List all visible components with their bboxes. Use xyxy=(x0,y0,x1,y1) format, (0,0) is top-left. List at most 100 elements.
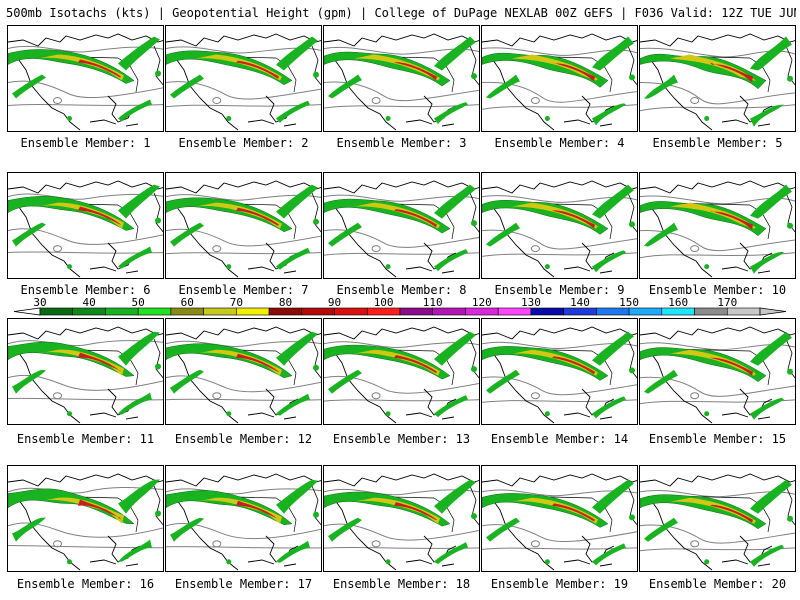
isotach-band-green xyxy=(592,103,626,126)
colorbar-swatch xyxy=(72,307,106,316)
isotach-band-green xyxy=(750,36,792,71)
isotach-band-green xyxy=(486,222,520,247)
coastline xyxy=(166,180,321,194)
isotach-band-green xyxy=(276,36,318,71)
ensemble-panel xyxy=(481,465,638,572)
colorbar-swatch xyxy=(105,307,139,316)
isotach-band-red xyxy=(394,355,437,374)
isotach-band-green xyxy=(118,99,152,122)
coastline xyxy=(640,33,795,47)
coastline xyxy=(640,180,795,194)
coastline xyxy=(469,192,479,233)
coastline xyxy=(153,45,163,86)
colorbar-swatch xyxy=(465,307,499,316)
height-contour xyxy=(53,392,62,400)
coastline xyxy=(324,33,479,47)
ensemble-panel xyxy=(165,25,322,132)
isotach-band-green xyxy=(328,74,362,99)
isotach-band-green xyxy=(750,184,792,219)
ensemble-map xyxy=(166,473,321,571)
height-contour xyxy=(690,392,700,400)
colorbar-swatch xyxy=(497,307,532,316)
colorbar-swatch xyxy=(596,307,630,316)
colorbar-swatch xyxy=(694,307,728,316)
ensemble-member-caption: Ensemble Member: 12 xyxy=(174,432,313,446)
isotach-band-green xyxy=(324,198,451,234)
coastline xyxy=(563,559,613,567)
ensemble-map xyxy=(482,473,637,571)
isotach-band-yellow xyxy=(38,54,124,81)
colorbar-tick-label: 100 xyxy=(373,296,394,309)
coastline xyxy=(324,473,479,487)
isotach-band-green xyxy=(750,544,784,567)
coastline xyxy=(311,192,321,233)
isotach-blob xyxy=(313,511,319,518)
isotach-band-green xyxy=(118,392,152,415)
isotach-blob xyxy=(471,220,477,227)
height-contour xyxy=(371,540,381,548)
colorbar-swatch xyxy=(726,307,761,316)
isotach-blob xyxy=(313,364,319,371)
ensemble-map xyxy=(482,326,637,424)
isotach-band-red xyxy=(710,504,753,523)
coastline xyxy=(8,33,163,47)
isotach-blob xyxy=(67,116,72,121)
isotach-blob xyxy=(704,116,710,121)
ensemble-panel xyxy=(323,318,480,425)
isotach-band-green xyxy=(328,517,362,542)
colorbar-tick-label: 170 xyxy=(717,296,738,309)
isotach-band-green xyxy=(170,517,204,542)
coastline xyxy=(247,266,297,274)
ensemble-panel xyxy=(7,25,164,132)
isotach-band-green xyxy=(8,488,135,525)
isotach-band-green xyxy=(276,540,310,563)
isotach-band-green xyxy=(324,344,451,380)
isotach-colorbar xyxy=(13,307,787,316)
ensemble-panel xyxy=(639,318,796,425)
isotach-band-red xyxy=(236,353,279,372)
isotach-band-green xyxy=(434,184,476,219)
isotach-band-green xyxy=(170,369,204,394)
isotach-blob xyxy=(629,367,635,374)
isotach-band-green xyxy=(434,479,476,514)
height-contour xyxy=(53,540,62,548)
ensemble-map xyxy=(166,33,321,131)
coastline xyxy=(89,559,139,567)
coastline xyxy=(739,535,773,563)
colorbar-swatch xyxy=(399,307,434,316)
coastline xyxy=(581,95,615,123)
isotach-band-green xyxy=(750,479,792,514)
ensemble-map xyxy=(324,33,479,131)
coastline xyxy=(153,485,163,526)
isotach-band-green xyxy=(644,369,678,394)
ensemble-panel xyxy=(639,25,796,132)
coastline xyxy=(423,535,457,563)
ensemble-member-caption: Ensemble Member: 1 xyxy=(20,136,151,150)
colorbar-min-arrow xyxy=(13,307,41,316)
isotach-band-red xyxy=(78,206,121,225)
isotach-band-yellow xyxy=(354,202,440,229)
isotach-blob xyxy=(544,411,550,417)
isotach-band-yellow xyxy=(512,349,598,376)
isotach-band-green xyxy=(118,479,160,514)
ensemble-panel xyxy=(481,318,638,425)
isotach-band-green xyxy=(12,517,46,542)
isotach-blob xyxy=(385,411,391,417)
isotach-band-yellow xyxy=(354,54,440,81)
coastline xyxy=(721,559,771,567)
height-contour xyxy=(530,245,540,253)
isotach-band-green xyxy=(8,49,135,84)
ensemble-member-caption: Ensemble Member: 16 xyxy=(16,577,155,591)
height-contour xyxy=(530,97,540,104)
coastline xyxy=(423,242,457,270)
ensemble-panel xyxy=(323,25,480,132)
isotach-band-green xyxy=(118,184,160,219)
isotach-band-green xyxy=(482,346,609,381)
coastline xyxy=(581,388,615,416)
isotach-band-yellow xyxy=(512,54,598,81)
coastline xyxy=(721,412,771,420)
isotach-blob xyxy=(544,264,550,270)
isotach-band-red xyxy=(78,59,121,78)
isotach-blob xyxy=(226,116,232,121)
isotach-blob xyxy=(226,559,232,565)
